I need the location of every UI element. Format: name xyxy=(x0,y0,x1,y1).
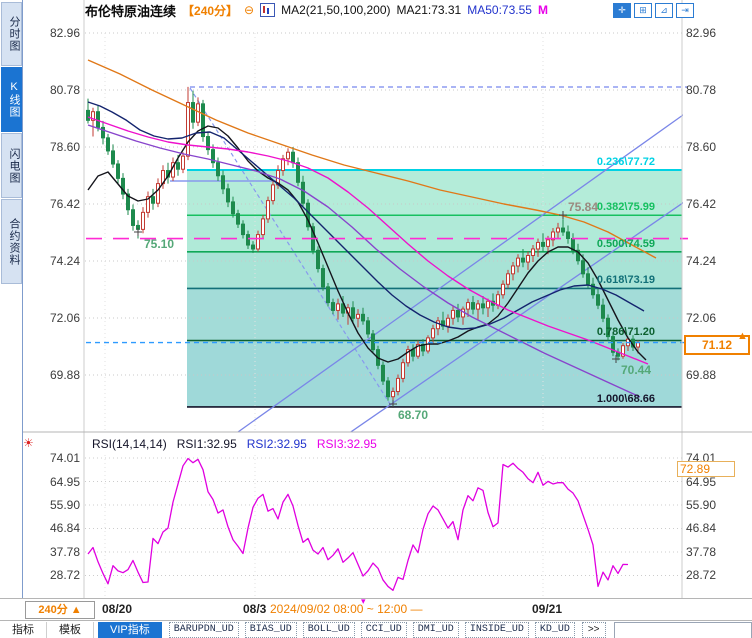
channel-line-upper xyxy=(237,114,683,432)
last-price-box: 71.12 xyxy=(684,335,750,355)
tab-lightning-chart[interactable]: 闪电图 xyxy=(1,133,22,198)
rsi3-value: RSI3:32.95 xyxy=(316,437,377,451)
more-indicators-button[interactable]: >> xyxy=(581,622,606,638)
alarm-sun-icon[interactable]: ☀ xyxy=(23,436,34,450)
rsi2-value: RSI2:32.95 xyxy=(246,437,307,451)
collapse-icon[interactable]: ⊖ xyxy=(244,3,255,17)
rsi-line xyxy=(87,457,629,591)
date-label[interactable]: 08/20 xyxy=(102,602,133,616)
tab-time-chart[interactable]: 分时图 xyxy=(1,2,22,66)
channel-line-lower xyxy=(349,202,683,432)
ma-line-MA50 xyxy=(87,101,645,330)
tab-contract-info[interactable]: 合约资料 xyxy=(1,199,22,284)
indicator-button-dmi_ud[interactable]: DMI_UD xyxy=(412,622,459,638)
fib-band-0.382 xyxy=(187,215,682,252)
axis-cursor-mark: ▾ xyxy=(361,596,366,606)
ma-line-MA100 xyxy=(87,116,649,365)
fib-band-0.500 xyxy=(187,251,682,289)
chart-header: 布伦特原油连续 【240分】 ⊖ MA2(21,50,100,200) MA21… xyxy=(85,2,548,19)
empty-indicator-slot[interactable] xyxy=(613,621,752,638)
descending-dashed-trendline xyxy=(189,87,391,405)
price-cursor-arrow-icon: ▲ xyxy=(737,330,748,342)
tab-kline-chart[interactable]: K线图 xyxy=(1,67,22,132)
interval-selector[interactable]: 240分 ▲ xyxy=(25,601,95,619)
fib-band-0.236 xyxy=(187,170,682,216)
indicator-button-inside_ud[interactable]: INSIDE_UD xyxy=(464,622,529,638)
kline-style-icon[interactable] xyxy=(260,3,276,17)
tab-indicator[interactable]: 指标 xyxy=(0,622,47,638)
indicator-button-bias_ud[interactable]: BIAS_UD xyxy=(244,622,297,638)
interval-tag[interactable]: 【240分】 xyxy=(182,3,239,18)
ma21-value: MA21:73.31 xyxy=(396,3,462,17)
date-label[interactable]: 09/21 xyxy=(532,602,563,616)
m-flag: M xyxy=(537,3,548,17)
rsi-header: RSI(14,14,14) RSI1:32.95 RSI2:32.95 RSI3… xyxy=(92,437,377,451)
indicator-button-kd_ud[interactable]: KD_UD xyxy=(534,622,575,638)
time-axis-row xyxy=(0,598,752,621)
ma-line-MA-long xyxy=(87,59,657,259)
pane-expand-icon[interactable]: ⇥ xyxy=(676,3,694,18)
instrument-title: 布伦特原油连续 xyxy=(85,3,177,19)
crosshair-datetime-label: 2024/09/02 08:00 ~ 12:00 — xyxy=(270,602,423,616)
tab-vip-indicator[interactable]: VIP指标 xyxy=(98,622,162,638)
date-label[interactable]: 08/3 xyxy=(243,602,267,616)
chart-mini-toolbar: ✛ ⊞ ⊿ ⇥ xyxy=(613,3,694,18)
axis-scale-icon[interactable]: ⊿ xyxy=(655,3,673,18)
tab-template[interactable]: 模板 xyxy=(47,622,94,638)
left-sidebar: 分时图 K线图 闪电图 合约资料 xyxy=(0,0,23,600)
indicator-toolbar: 指标 模板 VIP指标 BARUPDN_UD BIAS_UD BOLL_UD CCI_UD D… xyxy=(0,620,752,638)
crosshair-move-icon[interactable]: ✛ xyxy=(613,3,631,18)
indicator-button-cci_ud[interactable]: CCI_UD xyxy=(360,622,407,638)
indicator-button-boll_ud[interactable]: BOLL_UD xyxy=(302,622,355,638)
rsi-current-value-box: 72.89 xyxy=(677,461,735,477)
zoom-area-icon[interactable]: ⊞ xyxy=(634,3,652,18)
ma-group-label: MA2(21,50,100,200) xyxy=(281,3,391,17)
indicator-button-barupdn_ud[interactable]: BARUPDN_UD xyxy=(168,622,239,638)
rsi-params-label: RSI(14,14,14) xyxy=(92,437,167,451)
ma50-value: MA50:73.55 xyxy=(467,3,532,17)
rsi1-value: RSI1:32.95 xyxy=(176,437,237,451)
